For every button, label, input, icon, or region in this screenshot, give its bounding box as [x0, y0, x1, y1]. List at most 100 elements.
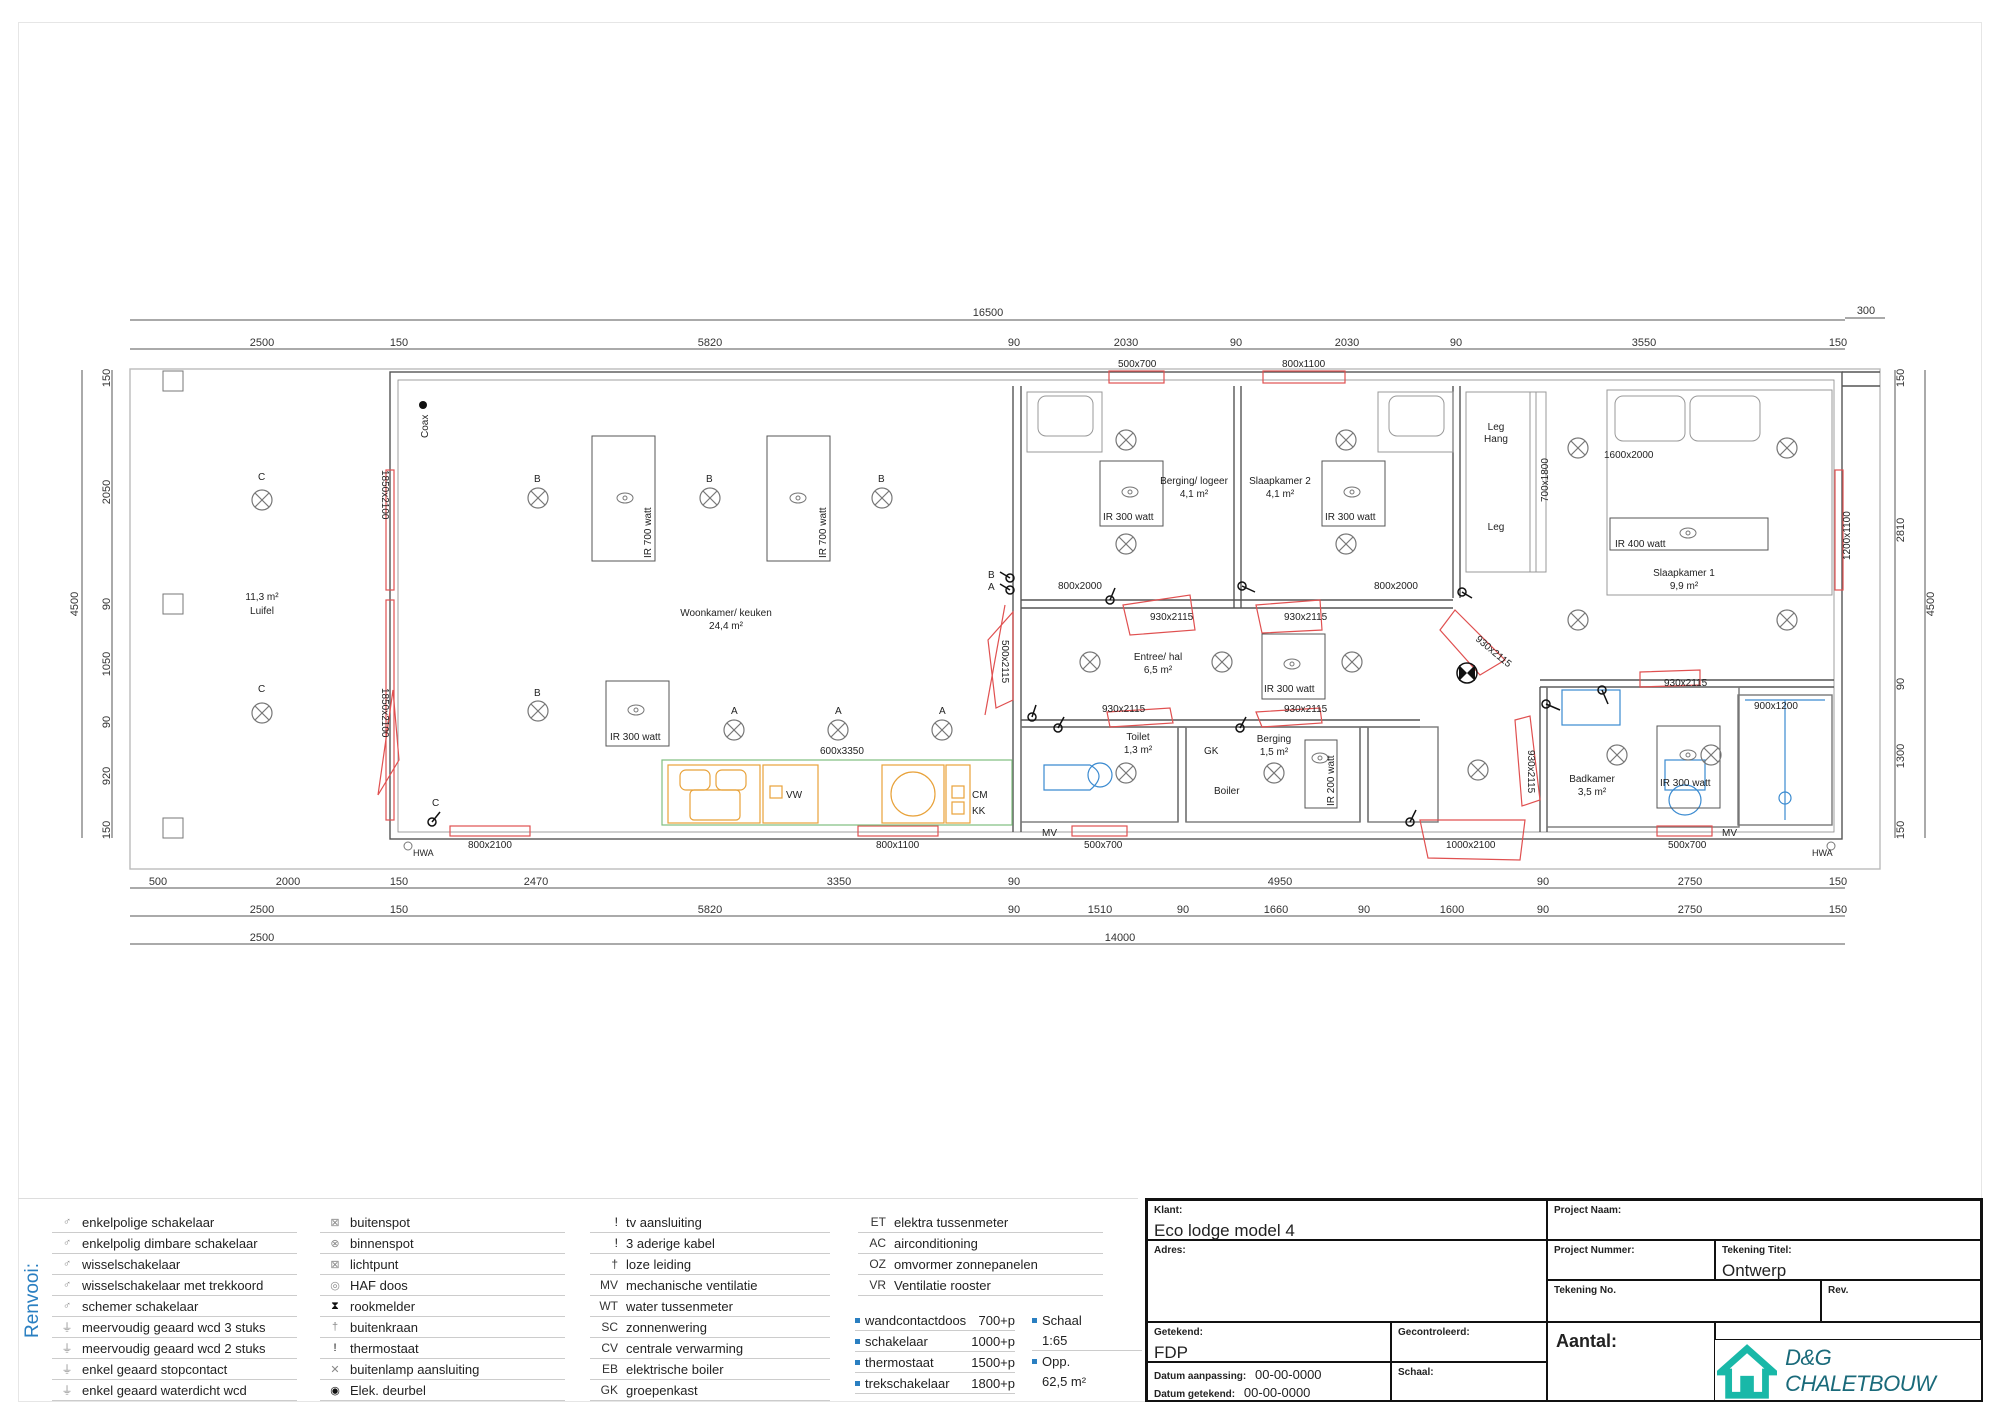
smoke-detector	[1456, 662, 1478, 684]
door-dim: 800x2000	[1058, 581, 1102, 592]
dim-label: 150	[390, 337, 408, 349]
room-area: 11,3 m²	[245, 592, 279, 603]
dimension-top	[130, 317, 1885, 350]
dim-label: 150	[390, 876, 408, 888]
height-row: thermostaat 1500+p	[855, 1352, 1015, 1373]
bed-dim: 1600x2000	[1604, 450, 1654, 461]
haf-box-icon: ◎	[330, 1279, 340, 1292]
mv-label: MV	[1722, 828, 1737, 839]
dim-total-top: 16500	[973, 307, 1004, 319]
switch-icon: ♂	[62, 1216, 72, 1228]
circuit-b: B	[988, 570, 995, 581]
window-dim: 1850x2100	[379, 470, 390, 520]
vw-label: VW	[786, 790, 803, 801]
ir-label: IR 300 watt	[1264, 684, 1315, 695]
circuit-a: A	[835, 706, 842, 717]
dim-label: 90	[101, 598, 113, 610]
room-area: 4,1 m²	[1180, 489, 1209, 500]
dim-label: 90	[1008, 904, 1020, 916]
dimmer-switch-icon: ♂	[62, 1237, 72, 1249]
luifel-posts	[162, 370, 184, 839]
legend-item: GK groepenkast	[590, 1380, 830, 1401]
height-row: trekschakelaar 1800+p	[855, 1373, 1015, 1394]
dim-label: 90	[1230, 337, 1242, 349]
room-name: Leg	[1488, 422, 1505, 433]
dimension-bottom	[130, 887, 1845, 945]
dim-left-total: 4500	[69, 592, 81, 616]
circuit-b: B	[534, 688, 541, 699]
door-dim: 930x2115	[1473, 634, 1513, 670]
legend-col-lights: ⊠ buitenspot ⊗ binnenspot ⊠ lichtpunt ◎ HAF …	[320, 1212, 565, 1401]
circuit-c: C	[258, 472, 265, 483]
datum-cell: Datum aanpassing: 00-00-0000 Datum getek…	[1147, 1362, 1391, 1402]
dim-right-total: 4500	[1925, 592, 1937, 616]
window-dim: 800x1100	[1282, 359, 1326, 370]
legend-item: ♂ schemer schakelaar	[52, 1296, 297, 1317]
gecontroleerd-cell: Gecontroleerd:	[1391, 1322, 1547, 1362]
hwa-label: HWA	[1812, 848, 1833, 858]
legend-item: ⊠ buitenspot	[320, 1212, 565, 1233]
room-name: Berging/ logeer	[1160, 476, 1228, 487]
kitchen-unit	[661, 759, 1013, 826]
room-area: 6,5 m²	[1144, 665, 1173, 676]
door-dim: 930x2115	[1150, 612, 1194, 623]
outdoor-spot-icon: ⊠	[330, 1216, 340, 1229]
legend-item: ✕ buitenlamp aansluiting	[320, 1359, 565, 1380]
room-area: 24,4 m²	[709, 621, 744, 632]
schaal-cell: Schaal:	[1391, 1362, 1547, 1402]
ir-label: IR 200 watt	[1326, 755, 1337, 806]
dim-extra-top: 300	[1857, 305, 1875, 317]
hwa-right	[1826, 841, 1836, 851]
rev-cell: Rev.	[1821, 1280, 1981, 1322]
circuit-b: B	[706, 474, 713, 485]
legend-item: ⏚ enkel geaard stopcontact	[52, 1359, 297, 1380]
shower-dim: 900x1200	[1754, 701, 1798, 712]
socket-waterproof-icon: ⏚	[61, 1385, 73, 1397]
legend-item: ◉ Elek. deurbel	[320, 1380, 565, 1401]
dim-label: 90	[1895, 678, 1907, 690]
window-dim: 1200x1100	[1842, 511, 1853, 560]
doorbell-icon: ◉	[330, 1384, 340, 1397]
dim-label: 150	[1829, 876, 1847, 888]
dim-label: 5820	[698, 337, 722, 349]
room-area: 3,5 m²	[1578, 787, 1607, 798]
hwa-label: HWA	[413, 848, 434, 858]
circuit-b: B	[534, 474, 541, 485]
room-name: Slaapkamer 1	[1653, 568, 1715, 579]
dim-label: 150	[1895, 369, 1907, 387]
thermostat-icon: ǃ	[333, 1342, 337, 1354]
legend-item: AC airconditioning	[858, 1233, 1103, 1254]
dimension-left	[81, 370, 113, 838]
legend-item: SC zonnenwering	[590, 1317, 830, 1338]
legend-item: ǃ thermostaat	[320, 1338, 565, 1359]
legend-item: ǃ tv aansluiting	[590, 1212, 830, 1233]
dim-label: 2000	[276, 876, 300, 888]
pull-switch-icon: ♂	[62, 1279, 72, 1291]
light-point-icon: ⊠	[330, 1258, 340, 1271]
dim-label: 500	[149, 876, 167, 888]
dim-label: 1510	[1088, 904, 1112, 916]
room-name: Badkamer	[1569, 774, 1615, 785]
indoor-spot-icon: ⊗	[330, 1237, 340, 1250]
height-row: wandcontactdoos 700+p	[855, 1310, 1015, 1331]
dim-label: 4950	[1268, 876, 1292, 888]
dim-label: 90	[1450, 337, 1462, 349]
dim-label: 920	[101, 767, 113, 785]
cm-label: CM	[972, 790, 988, 801]
ir-label: IR 300 watt	[1325, 512, 1376, 523]
tekening-no-cell: Tekening No.	[1547, 1280, 1821, 1322]
legend-item: † buitenkraan	[320, 1317, 565, 1338]
legend-item: ⧗ rookmelder	[320, 1296, 565, 1317]
dim-label: 150	[1829, 337, 1847, 349]
circuit-a: A	[939, 706, 946, 717]
dim-label: 14000	[1105, 932, 1136, 944]
scale-label: Schaal	[1032, 1310, 1142, 1330]
dim-label: 90	[1008, 876, 1020, 888]
door-dim: 800x2000	[1374, 581, 1418, 592]
legend-item: EB elektrische boiler	[590, 1359, 830, 1380]
haf-boxes	[616, 486, 1697, 764]
mounting-heights: wandcontactdoos 700+p schakelaar 1000+p th…	[855, 1310, 1015, 1394]
room-area: 1,5 m²	[1260, 747, 1289, 758]
circuit-c: C	[432, 798, 439, 809]
